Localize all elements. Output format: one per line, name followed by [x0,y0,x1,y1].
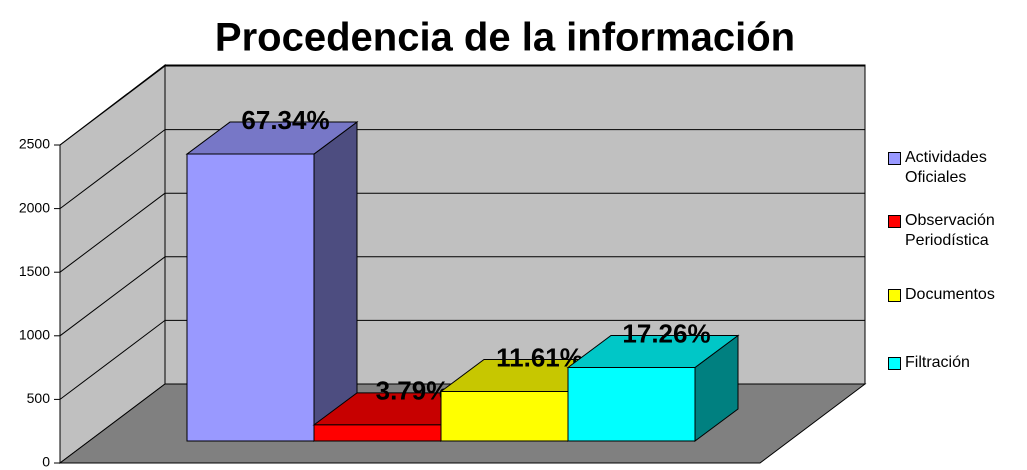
legend-swatch [888,215,901,228]
y-tick-label: 2500 [19,136,50,152]
bar-front [313,424,442,442]
data-label: 3.79% [376,376,450,406]
grid-line [59,65,166,146]
legend-label: Observación Periodística [905,212,995,249]
bar [185,121,359,442]
legend-label: Documentos [905,286,995,303]
y-tick-label: 500 [27,390,51,406]
data-label: 67.34% [241,105,329,135]
grid-line [59,192,166,273]
bar-front [567,366,696,442]
legend-swatch [888,289,901,302]
grid-line [59,320,166,400]
legend-item: Documentos [888,285,1027,305]
y-tick-label: 2000 [19,199,50,215]
grid-line [59,256,166,337]
legend-swatch [888,152,901,165]
data-label: 17.26% [622,318,710,348]
y-tick-label: 0 [42,454,50,470]
y-tick-label: 1500 [19,263,50,279]
bar [566,334,740,442]
legend-item: Filtración [888,353,1027,373]
y-tick-label: 1000 [19,327,50,343]
legend-swatch [888,357,901,370]
chart-title: Procedencia de la información [215,16,795,60]
grid-line [59,129,166,209]
legend-label: Actividades Oficiales [905,149,987,186]
legend-label: Filtración [905,354,970,371]
bar-side [313,121,358,442]
legend-item: Actividades Oficiales [888,148,1027,188]
bar-front [186,153,315,442]
legend-item: Observación Periodística [888,211,1027,251]
bar-front [440,391,569,442]
